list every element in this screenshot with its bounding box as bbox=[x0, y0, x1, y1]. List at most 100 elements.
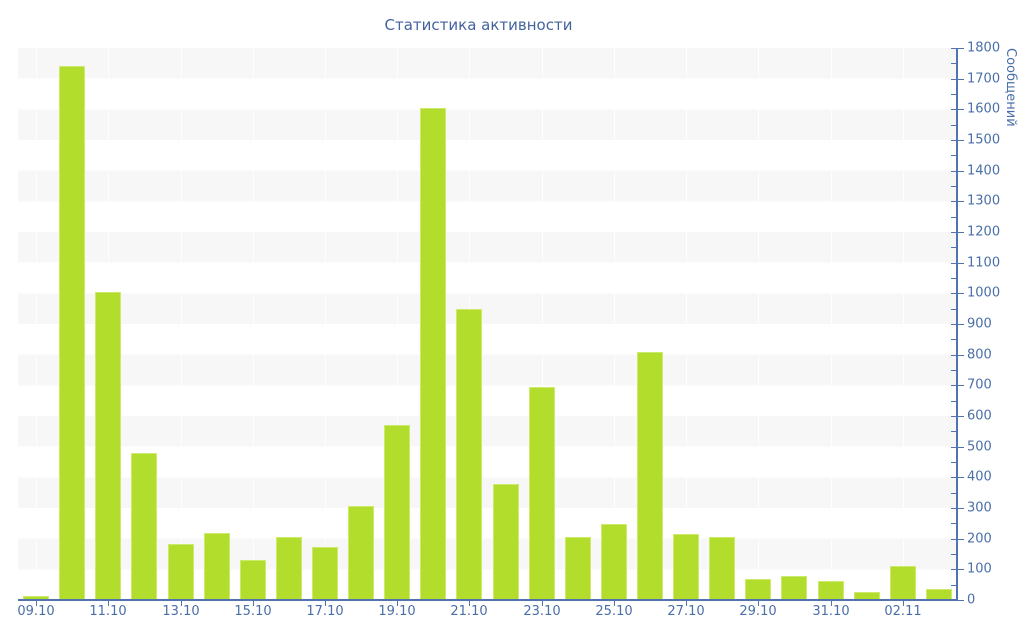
bar bbox=[420, 108, 446, 600]
y-axis-tick bbox=[951, 201, 964, 202]
y-axis-minor-tick bbox=[951, 523, 957, 524]
vertical-gridline bbox=[253, 48, 254, 600]
y-axis-tick-label: 0 bbox=[967, 592, 976, 608]
y-axis-tick bbox=[951, 79, 964, 80]
y-axis-tick bbox=[951, 324, 964, 325]
x-axis-tick bbox=[542, 601, 543, 606]
y-axis-tick-label: 700 bbox=[967, 377, 992, 393]
y-axis-tick-label: 1200 bbox=[967, 224, 1001, 240]
y-axis-tick bbox=[951, 109, 964, 110]
y-axis-tick-label: 300 bbox=[967, 500, 992, 516]
y-axis-minor-tick bbox=[951, 247, 957, 248]
x-axis-tick-label: 17.10 bbox=[306, 604, 344, 619]
y-axis-minor-tick bbox=[951, 278, 957, 279]
x-axis-tick-label: 29.10 bbox=[739, 604, 777, 619]
x-axis-tick-label: 21.10 bbox=[450, 604, 488, 619]
y-axis-tick-label: 1700 bbox=[967, 71, 1001, 87]
bar bbox=[709, 537, 735, 600]
y-axis-tick bbox=[951, 293, 964, 294]
x-axis-tick bbox=[36, 601, 37, 606]
x-axis-tick-label: 27.10 bbox=[667, 604, 705, 619]
y-axis-tick-label: 1400 bbox=[967, 163, 1001, 179]
bar bbox=[673, 534, 699, 600]
bar bbox=[384, 425, 410, 600]
vertical-gridline bbox=[181, 48, 182, 600]
y-axis-tick-label: 400 bbox=[967, 469, 992, 485]
x-axis-tick bbox=[469, 601, 470, 606]
bar bbox=[131, 453, 157, 600]
y-axis-tick-label: 1500 bbox=[967, 132, 1001, 148]
bar bbox=[493, 484, 519, 600]
bar bbox=[312, 547, 338, 600]
bar bbox=[818, 581, 844, 600]
vertical-gridline bbox=[831, 48, 832, 600]
x-axis-tick bbox=[758, 601, 759, 606]
y-axis-tick bbox=[951, 232, 964, 233]
x-axis-tick bbox=[325, 601, 326, 606]
x-axis-tick bbox=[831, 601, 832, 606]
y-axis-minor-tick bbox=[951, 94, 957, 95]
bar bbox=[781, 576, 807, 600]
y-axis-minor-tick bbox=[951, 462, 957, 463]
bar bbox=[276, 537, 302, 600]
x-axis-tick bbox=[686, 601, 687, 606]
y-axis-minor-tick bbox=[951, 370, 957, 371]
bar bbox=[95, 292, 121, 600]
y-axis-tick-label: 900 bbox=[967, 316, 992, 332]
y-axis-tick-label: 1000 bbox=[967, 285, 1001, 301]
bar bbox=[890, 566, 916, 600]
bar bbox=[204, 533, 230, 600]
bar bbox=[240, 560, 266, 600]
y-axis-tick bbox=[951, 171, 964, 172]
x-axis-tick bbox=[614, 601, 615, 606]
y-axis-tick bbox=[951, 508, 964, 509]
y-axis-tick-label: 1100 bbox=[967, 255, 1001, 271]
y-axis-minor-tick bbox=[951, 63, 957, 64]
y-axis-tick-label: 200 bbox=[967, 531, 992, 547]
x-axis-tick bbox=[903, 601, 904, 606]
plot-area bbox=[18, 48, 957, 600]
x-axis-tick-label: 15.10 bbox=[234, 604, 272, 619]
bar bbox=[601, 524, 627, 600]
y-axis-minor-tick bbox=[951, 493, 957, 494]
bar bbox=[745, 579, 771, 600]
x-axis-tick-label: 19.10 bbox=[378, 604, 416, 619]
bar bbox=[23, 596, 49, 600]
chart-title: Статистика активности bbox=[384, 16, 573, 34]
vertical-gridline bbox=[36, 48, 37, 600]
bar bbox=[529, 387, 555, 600]
bar bbox=[456, 309, 482, 600]
x-axis-tick bbox=[397, 601, 398, 606]
y-axis-tick bbox=[951, 447, 964, 448]
y-axis-tick bbox=[951, 569, 964, 570]
y-axis-minor-tick bbox=[951, 339, 957, 340]
y-axis-tick bbox=[951, 416, 964, 417]
bar bbox=[637, 352, 663, 600]
y-axis-tick bbox=[951, 539, 964, 540]
bar bbox=[565, 537, 591, 600]
y-axis-minor-tick bbox=[951, 401, 957, 402]
y-axis-minor-tick bbox=[951, 155, 957, 156]
x-axis-tick bbox=[108, 601, 109, 606]
vertical-gridline bbox=[397, 48, 398, 600]
bar bbox=[168, 544, 194, 600]
y-axis-minor-tick bbox=[951, 125, 957, 126]
bar bbox=[348, 506, 374, 600]
y-axis-tick-label: 500 bbox=[967, 439, 992, 455]
vertical-gridline bbox=[903, 48, 904, 600]
x-axis-line bbox=[18, 599, 958, 601]
bar bbox=[59, 66, 85, 600]
y-axis-tick bbox=[951, 140, 964, 141]
bar bbox=[926, 589, 952, 600]
y-axis-tick-label: 800 bbox=[967, 347, 992, 363]
x-axis-tick bbox=[181, 601, 182, 606]
y-axis-minor-tick bbox=[951, 431, 957, 432]
y-axis-tick bbox=[951, 48, 964, 49]
vertical-gridline bbox=[325, 48, 326, 600]
x-axis-tick-label: 02.11 bbox=[884, 604, 922, 619]
y-axis-minor-tick bbox=[951, 186, 957, 187]
x-axis-tick bbox=[253, 601, 254, 606]
x-axis-tick-label: 23.10 bbox=[523, 604, 561, 619]
y-axis-minor-tick bbox=[951, 585, 957, 586]
vertical-gridline bbox=[542, 48, 543, 600]
